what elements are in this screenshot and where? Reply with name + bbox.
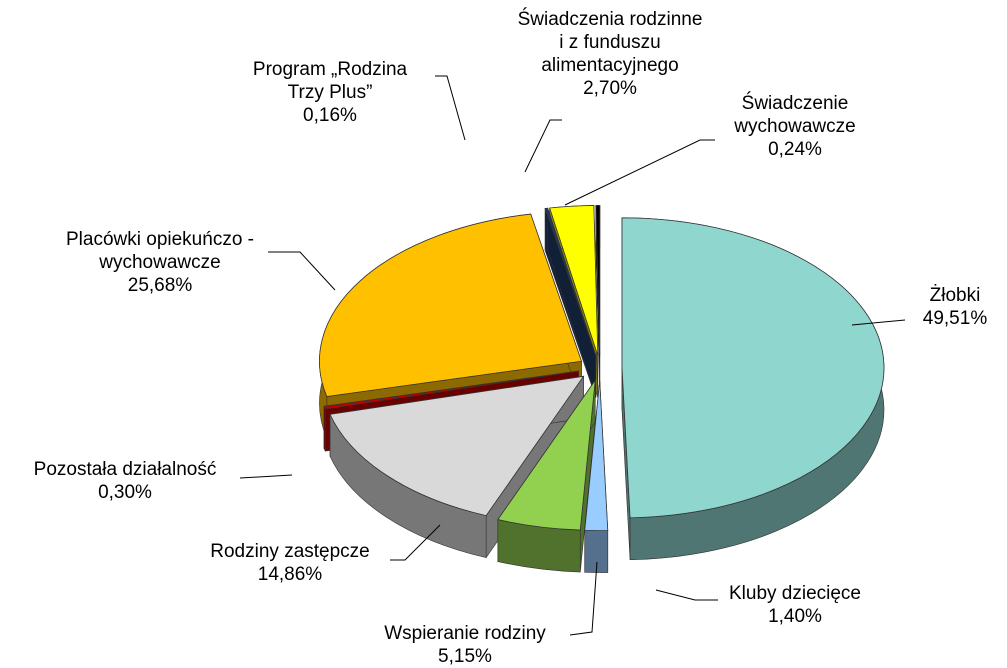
slice — [549, 205, 599, 356]
value-label: 0,30% — [98, 482, 152, 503]
value-label: 25,68% — [127, 275, 193, 296]
slice-label: Rodziny zastępcze 14,86% — [210, 540, 369, 586]
value-label: 49,51% — [922, 308, 988, 329]
leader-line — [569, 561, 598, 636]
category-name: Żłobki — [929, 285, 981, 306]
slice — [544, 207, 597, 356]
value-label: 0,24% — [768, 139, 822, 160]
slice — [497, 378, 596, 531]
slice — [584, 380, 609, 531]
slice-label: Wspieranie rodziny 5,15% — [384, 622, 546, 668]
category-name: Placówki opiekuńczo - wychowawcze — [66, 229, 254, 273]
category-name: Pozostała działalność — [33, 459, 217, 480]
slice-label: Świadczenia rodzinne i z funduszu alimen… — [518, 8, 703, 100]
value-label: 1,40% — [768, 606, 822, 627]
category-name: Wspieranie rodziny — [384, 623, 546, 644]
value-label: 0,16% — [303, 105, 357, 126]
category-name: Świadczenie wychowawcze — [734, 93, 856, 137]
slice — [323, 370, 579, 410]
category-name: Rodziny zastępcze — [210, 541, 370, 562]
slice-label: Program „Rodzina Trzy Plus” 0,16% — [253, 58, 407, 127]
leader-line — [655, 589, 718, 601]
slice — [329, 375, 585, 517]
slice — [319, 213, 583, 397]
slice-wall — [323, 406, 326, 452]
leader-line — [564, 139, 715, 206]
slice — [595, 205, 601, 356]
category-name: Kluby dziecięce — [728, 583, 862, 604]
category-name: Świadczenia rodzinne i z funduszu alimen… — [517, 9, 703, 76]
value-label: 5,15% — [438, 646, 492, 667]
value-label: 2,70% — [583, 78, 637, 99]
value-label: 14,86% — [257, 564, 323, 585]
leader-line — [268, 251, 336, 291]
slice-label: Pozostała działalność 0,30% — [34, 458, 217, 504]
slice-label: Placówki opiekuńczo - wychowawcze 25,68% — [66, 228, 254, 297]
slice-label: Kluby dziecięce 1,40% — [729, 582, 861, 628]
leader-line — [390, 524, 441, 561]
leader-line — [851, 319, 906, 326]
slice-label: Świadczenie wychowawcze 0,24% — [734, 92, 855, 161]
slice-label: Żłobki 49,51% — [923, 284, 987, 330]
slice — [621, 217, 885, 519]
category-name: Program „Rodzina Trzy Plus” — [252, 59, 408, 103]
leader-line — [524, 119, 562, 173]
leader-line — [435, 75, 466, 141]
leader-line — [239, 474, 293, 479]
